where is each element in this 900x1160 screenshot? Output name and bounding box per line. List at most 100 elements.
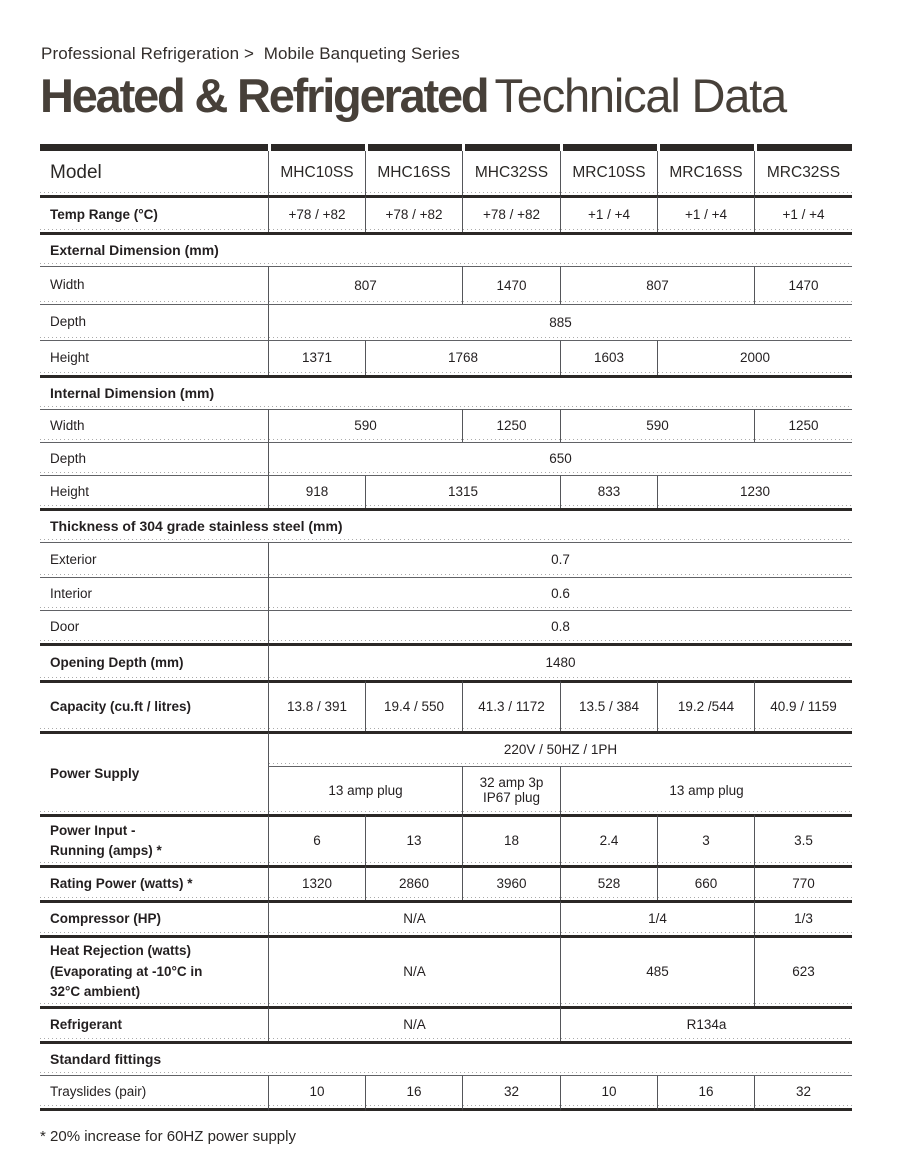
cell-value: 885 (268, 303, 852, 340)
section-row-internal: Internal Dimension (mm) (40, 374, 852, 409)
model-header: MRC16SS (657, 150, 754, 195)
cell-value: +78 / +82 (365, 194, 462, 232)
cell-value: 18 (462, 813, 560, 865)
row-label: Compressor (HP) (40, 899, 268, 935)
table-row-internal-height: Height 918 1315 833 1230 (40, 474, 852, 508)
row-label: Opening Depth (mm) (40, 642, 268, 680)
cell-value: 650 (268, 441, 852, 475)
cell-value: 16 (657, 1074, 754, 1111)
cell-value: +1 / +4 (754, 194, 852, 232)
cell-value: 0.8 (268, 609, 852, 643)
model-header: MHC16SS (365, 150, 462, 195)
top-bar-segment (560, 143, 657, 151)
row-label: Capacity (cu.ft / litres) (40, 679, 268, 731)
cell-value: 19.4 / 550 (365, 679, 462, 731)
cell-value: +1 / +4 (560, 194, 657, 232)
table-top-bar (40, 143, 852, 151)
row-label: Power Supply (40, 730, 268, 814)
cell-value: 19.2 /544 (657, 679, 754, 731)
row-label: Heat Rejection (watts) (Evaporating at -… (40, 934, 268, 1006)
cell-value: 590 (268, 408, 462, 442)
cell-value: 1480 (268, 642, 852, 680)
cell-value: 485 (560, 934, 754, 1006)
cell-value: 1603 (560, 339, 657, 375)
model-header: MHC10SS (268, 150, 365, 195)
table-row-capacity: Capacity (cu.ft / litres) 13.8 / 391 19.… (40, 679, 852, 731)
cell-value: 32 amp 3p IP67 plug (462, 765, 560, 814)
cell-value: N/A (268, 899, 560, 935)
top-bar-segment (462, 143, 560, 151)
table-header-row: Model MHC10SS MHC16SS MHC32SS MRC10SS MR… (40, 150, 852, 195)
cell-value: 6 (268, 813, 365, 865)
row-label: Power Input - Running (amps) * (40, 813, 268, 865)
cell-value: 10 (268, 1074, 365, 1111)
cell-value: 10 (560, 1074, 657, 1111)
breadcrumb: Professional Refrigeration > Mobile Banq… (41, 44, 460, 63)
row-label: Trayslides (pair) (40, 1074, 268, 1111)
cell-value: 2.4 (560, 813, 657, 865)
cell-value: 1/4 (560, 899, 754, 935)
table-row-trayslides: Trayslides (pair) 10 16 32 10 16 32 (40, 1074, 852, 1111)
table-row-internal-width: Width 590 1250 590 1250 (40, 408, 852, 442)
cell-value: 1768 (365, 339, 560, 375)
cell-value: 1470 (754, 265, 852, 304)
section-row-fittings: Standard fittings (40, 1040, 852, 1075)
cell-value: 1230 (657, 474, 852, 508)
section-title: Standard fittings (40, 1040, 852, 1075)
row-label: Refrigerant (40, 1005, 268, 1041)
model-header: MRC32SS (754, 150, 852, 195)
cell-value: 2000 (657, 339, 852, 375)
cell-value: 3 (657, 813, 754, 865)
row-label: Exterior (40, 541, 268, 577)
cell-value: 40.9 / 1159 (754, 679, 852, 731)
row-label: Temp Range (°C) (40, 194, 268, 232)
row-label: Width (40, 408, 268, 442)
cell-value: 807 (268, 265, 462, 304)
section-title: Internal Dimension (mm) (40, 374, 852, 409)
table-row-compressor: Compressor (HP) N/A 1/4 1/3 (40, 899, 852, 935)
cell-value: 13 amp plug (268, 765, 462, 814)
row-label: Height (40, 339, 268, 375)
cell-value: 2860 (365, 864, 462, 900)
title-light-segment: Technical Data (494, 69, 787, 122)
table-row-power-supply-voltage: Power Supply 220V / 50HZ / 1PH (40, 730, 852, 814)
table-row-refrigerant: Refrigerant N/A R134a (40, 1005, 852, 1041)
top-bar-segment (365, 143, 462, 151)
footnote: * 20% increase for 60HZ power supply (40, 1127, 296, 1145)
cell-value: 918 (268, 474, 365, 508)
cell-value: 41.3 / 1172 (462, 679, 560, 731)
cell-value: R134a (560, 1005, 852, 1041)
cell-value: 1250 (754, 408, 852, 442)
cell-value: 660 (657, 864, 754, 900)
table-row-temp-range: Temp Range (°C) +78 / +82 +78 / +82 +78 … (40, 194, 852, 232)
table-row-external-depth: Depth 885 (40, 303, 852, 340)
cell-value: 0.6 (268, 576, 852, 610)
section-title: Thickness of 304 grade stainless steel (… (40, 507, 852, 542)
cell-value: 590 (560, 408, 754, 442)
top-bar-segment (754, 143, 852, 151)
table-row-thickness-door: Door 0.8 (40, 609, 852, 643)
model-header: MRC10SS (560, 150, 657, 195)
cell-value: 1320 (268, 864, 365, 900)
row-label: Door (40, 609, 268, 643)
top-bar-segment (657, 143, 754, 151)
table-row-power-input: Power Input - Running (amps) * 6 13 18 2… (40, 813, 852, 865)
section-row-thickness: Thickness of 304 grade stainless steel (… (40, 507, 852, 542)
cell-value: 833 (560, 474, 657, 508)
cell-value: 32 (462, 1074, 560, 1111)
row-label: Width (40, 265, 268, 304)
row-label: Depth (40, 441, 268, 475)
cell-value: 3.5 (754, 813, 852, 865)
top-bar-segment (268, 143, 365, 151)
cell-value: 13 amp plug (560, 765, 852, 814)
cell-value: +78 / +82 (268, 194, 365, 232)
cell-value: 623 (754, 934, 852, 1006)
table-row-opening-depth: Opening Depth (mm) 1480 (40, 642, 852, 680)
row-label: Rating Power (watts) * (40, 864, 268, 900)
section-row-external: External Dimension (mm) (40, 231, 852, 266)
spec-table: Model MHC10SS MHC16SS MHC32SS MRC10SS MR… (40, 143, 852, 1111)
cell-value: 1371 (268, 339, 365, 375)
top-bar-segment (40, 143, 268, 151)
cell-value: N/A (268, 1005, 560, 1041)
